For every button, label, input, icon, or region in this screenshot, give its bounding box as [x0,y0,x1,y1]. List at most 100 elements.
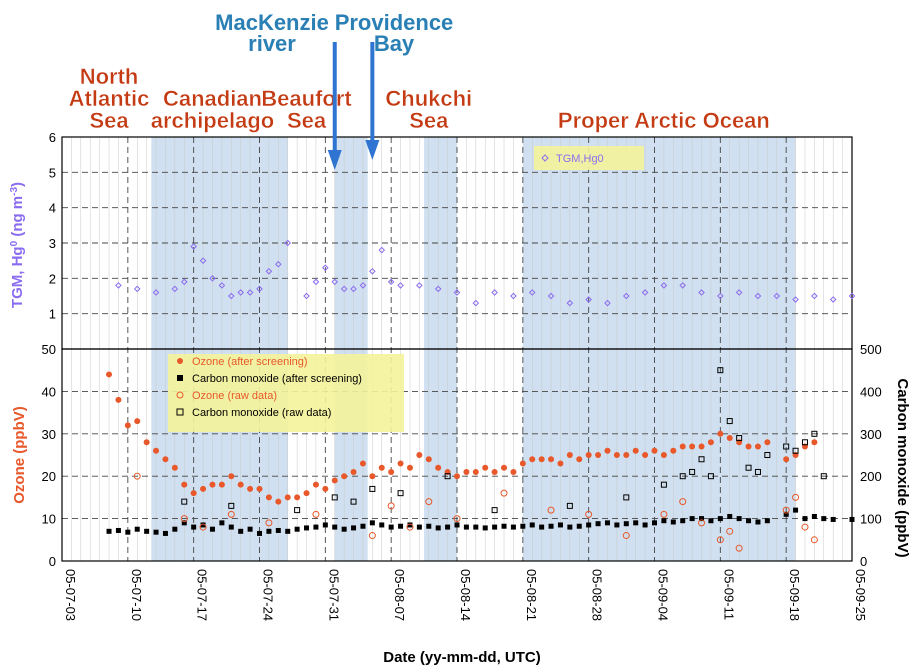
ozone-screened-point [115,396,122,403]
annotation-label: MacKenzie river [215,10,329,56]
co-raw-point [754,468,761,475]
co-screened-point [266,528,272,534]
bottom-right-y-axis-label: Carbon monoxide (ppbV) [894,378,911,557]
co-screened-point [764,518,770,524]
top-legend-marker [541,154,549,162]
ozone-raw-point [792,493,800,501]
co-screened-point [567,524,573,530]
co-screened-point [426,523,432,529]
tgm-point [369,267,376,275]
co-screened-point [708,518,714,524]
x-tick-label: 05-07-03 [63,569,78,621]
ozone-raw-point [782,506,790,514]
ozone-screened-point [369,473,376,480]
co-screened-point [821,516,827,522]
co-screened-point [360,523,366,529]
ozone-screened-point [689,443,696,450]
tgm-point [218,282,226,289]
x-tick-label: 05-07-24 [261,569,276,621]
co-screened-point [322,522,328,528]
x-tick-label: 05-07-31 [326,569,341,621]
co-screened-point [661,518,667,524]
ozone-raw-point [810,536,818,544]
tgm-point [472,299,480,307]
ozone-screened-point [538,456,545,463]
co-raw-point [783,443,790,450]
co-screened-point [209,526,215,532]
ozone-screened-point [341,473,348,480]
ozone-raw-point [199,523,207,531]
co-screened-point [407,522,413,528]
co-screened-point [304,525,310,531]
ozone-screened-point [623,452,630,458]
tgm-point [679,282,687,289]
top-y-tick-label: 1 [49,307,56,322]
tgm-point [209,275,216,282]
co-screened-point [200,522,206,528]
ozone-screened-point [501,464,508,471]
bottom-panel-frame [61,348,853,562]
bottom-right-y-tick-label: 500 [860,342,882,357]
ozone-screened-point [566,452,573,458]
bottom-right-y-tick-label: 100 [860,512,882,527]
ozone-screened-point [454,473,460,480]
co-raw-point [726,418,733,425]
ozone-screened-point [143,439,150,446]
bottom-left-y-tick-label: 0 [49,554,56,569]
co-screened-point [793,507,799,513]
tgm-point [848,292,856,300]
x-tick-label: 05-08-21 [524,569,539,621]
co-raw-point [331,494,338,501]
ozone-screened-point [726,435,733,442]
ozone-screened-point [510,468,517,475]
tgm-point [660,282,668,289]
tgm-point [585,296,592,303]
annotation-arrow-head [365,140,380,160]
top-panel-series [115,239,856,307]
tgm-point [622,292,630,300]
ozone-screened-point [162,456,169,463]
ozone-screened-point [519,460,526,467]
tgm-point [829,296,837,303]
ozone-raw-point [312,510,320,518]
co-raw-point [350,498,357,505]
tgm-point [359,282,367,289]
top-legend-box [534,146,644,170]
co-screened-point [595,521,601,527]
co-screened-point [482,525,488,531]
co-screened-point [492,524,498,530]
co-screened-point [181,520,187,526]
co-raw-point [397,490,404,497]
legend-label: Ozone (raw data) [192,390,277,402]
co-screened-point [802,516,808,522]
tgm-point [641,289,649,296]
ozone-screened-point [679,443,686,450]
co-screened-point [633,520,639,526]
tgm-point [265,267,273,275]
annotation-label-line: river [248,31,296,56]
ozone-screened-point [397,460,404,467]
top-y-tick-label: 3 [49,236,56,251]
region-label-line: Chukchi [385,86,472,111]
top-y-tick-label: 5 [49,165,56,180]
ozone-screened-point [604,447,611,454]
x-tick-label: 05-08-28 [590,569,605,621]
co-screened-point [727,513,733,519]
ozone-raw-point [716,536,724,544]
co-screened-point [557,522,563,528]
co-screened-point [463,524,469,530]
bottom-right-y-tick-label: 400 [860,384,882,399]
x-tick-label: 05-07-17 [195,569,210,621]
co-screened-point [501,523,507,529]
co-raw-point [820,473,827,480]
ozone-raw-point [622,532,630,540]
tgm-point [717,292,724,300]
region-label: Beaufort Sea [261,86,352,133]
ozone-screened-point [200,485,207,492]
ozone-screened-point [435,464,442,471]
co-screened-point [341,526,347,532]
co-screened-point [746,518,752,524]
tgm-point [453,289,461,296]
